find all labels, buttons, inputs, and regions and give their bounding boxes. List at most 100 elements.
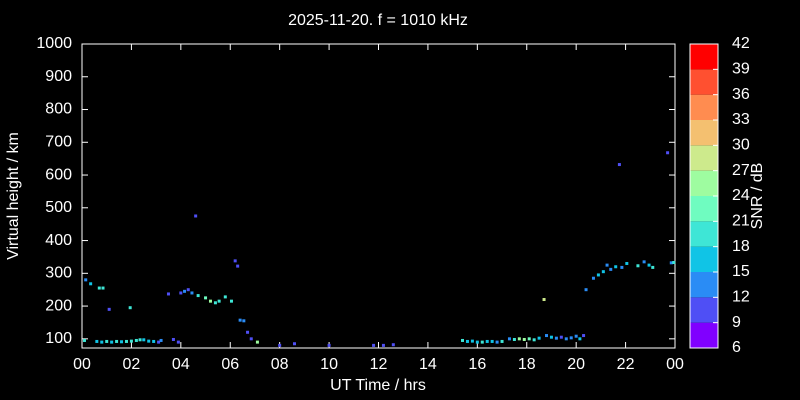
colorbar-tick-label: 30	[732, 137, 750, 154]
data-point	[596, 273, 600, 277]
data-point	[485, 339, 489, 343]
data-point	[204, 296, 208, 300]
x-tick-label: 14	[419, 356, 437, 373]
data-point	[82, 338, 86, 342]
y-tick-label: 400	[45, 232, 72, 249]
x-tick-label: 00	[666, 356, 684, 373]
data-point	[233, 259, 237, 263]
data-point	[236, 264, 240, 268]
data-point	[569, 336, 573, 340]
data-point	[582, 334, 586, 338]
data-point	[249, 337, 253, 341]
y-tick-label: 900	[45, 68, 72, 85]
data-point	[107, 307, 111, 311]
data-point	[625, 261, 629, 265]
data-point	[327, 343, 331, 347]
colorbar-tick-label: 9	[732, 314, 741, 331]
data-point	[89, 282, 93, 286]
colorbar-band	[690, 69, 718, 95]
data-point	[522, 337, 526, 341]
colorbar-band	[690, 120, 718, 146]
data-point	[171, 337, 175, 341]
y-tick-label: 700	[45, 133, 72, 150]
colorbar-tick-label: 6	[732, 339, 741, 356]
data-point	[617, 163, 621, 167]
data-point	[554, 336, 558, 340]
data-point	[129, 339, 133, 343]
data-point	[194, 214, 198, 218]
data-point	[620, 265, 624, 269]
data-point	[115, 339, 119, 343]
colorbar-band	[690, 196, 718, 222]
data-point	[609, 267, 613, 271]
data-point	[651, 265, 655, 269]
data-point	[591, 276, 595, 280]
data-point	[578, 337, 582, 341]
data-point	[647, 263, 651, 267]
data-point	[213, 301, 217, 305]
x-tick-label: 20	[567, 356, 585, 373]
data-point	[100, 340, 104, 344]
data-point	[461, 338, 465, 342]
data-point	[669, 261, 673, 265]
x-tick-label: 08	[271, 356, 289, 373]
data-point	[120, 340, 124, 344]
data-point	[138, 338, 142, 342]
colorbar-band	[690, 170, 718, 196]
data-point	[517, 337, 521, 341]
data-point	[666, 151, 670, 155]
x-tick-label: 16	[468, 356, 486, 373]
y-tick-label: 500	[45, 199, 72, 216]
data-point	[564, 337, 568, 341]
data-point	[292, 342, 296, 346]
data-point	[605, 263, 609, 267]
data-point	[196, 294, 200, 298]
x-axis-label: UT Time / hrs	[330, 377, 426, 394]
data-point	[537, 336, 541, 340]
x-tick-label: 02	[123, 356, 141, 373]
data-point	[208, 299, 212, 303]
colorbar-tick-label: 27	[732, 162, 750, 179]
data-point	[532, 338, 536, 342]
data-point	[542, 298, 546, 302]
colorbar-tick-label: 12	[732, 289, 750, 306]
data-point	[223, 295, 227, 299]
colorbar-band	[690, 272, 718, 298]
colorbar-tick-label: 39	[732, 61, 750, 78]
data-point	[124, 339, 128, 343]
y-axis-label: Virtual height / km	[5, 132, 22, 260]
data-point	[166, 292, 170, 296]
colorbar-band	[690, 297, 718, 323]
data-point	[584, 288, 588, 292]
data-point	[97, 286, 101, 290]
data-point	[500, 339, 504, 343]
data-point	[636, 264, 640, 268]
data-point	[242, 319, 246, 323]
data-point	[84, 278, 88, 282]
plot-frame	[81, 43, 676, 349]
data-point	[490, 339, 494, 343]
colorbar-band	[690, 145, 718, 171]
data-point	[142, 338, 146, 342]
data-point	[186, 288, 190, 292]
data-point	[147, 339, 151, 343]
data-point	[672, 261, 676, 264]
y-tick-label: 300	[45, 265, 72, 282]
data-point	[642, 260, 646, 264]
data-point	[246, 330, 250, 334]
data-point	[128, 306, 132, 310]
y-tick-label: 100	[45, 330, 72, 347]
colorbar-band	[690, 94, 718, 120]
data-point	[176, 340, 180, 344]
data-point	[465, 339, 469, 343]
data-point	[229, 299, 233, 303]
data-point	[614, 265, 618, 269]
data-point	[255, 340, 259, 344]
colorbar-band	[690, 221, 718, 247]
data-point	[512, 337, 516, 341]
data-point	[391, 343, 395, 347]
data-point	[183, 289, 187, 293]
y-tick-label: 200	[45, 297, 72, 314]
data-point	[110, 340, 114, 344]
chart-title: 2025-11-20. f = 1010 kHz	[288, 12, 468, 29]
